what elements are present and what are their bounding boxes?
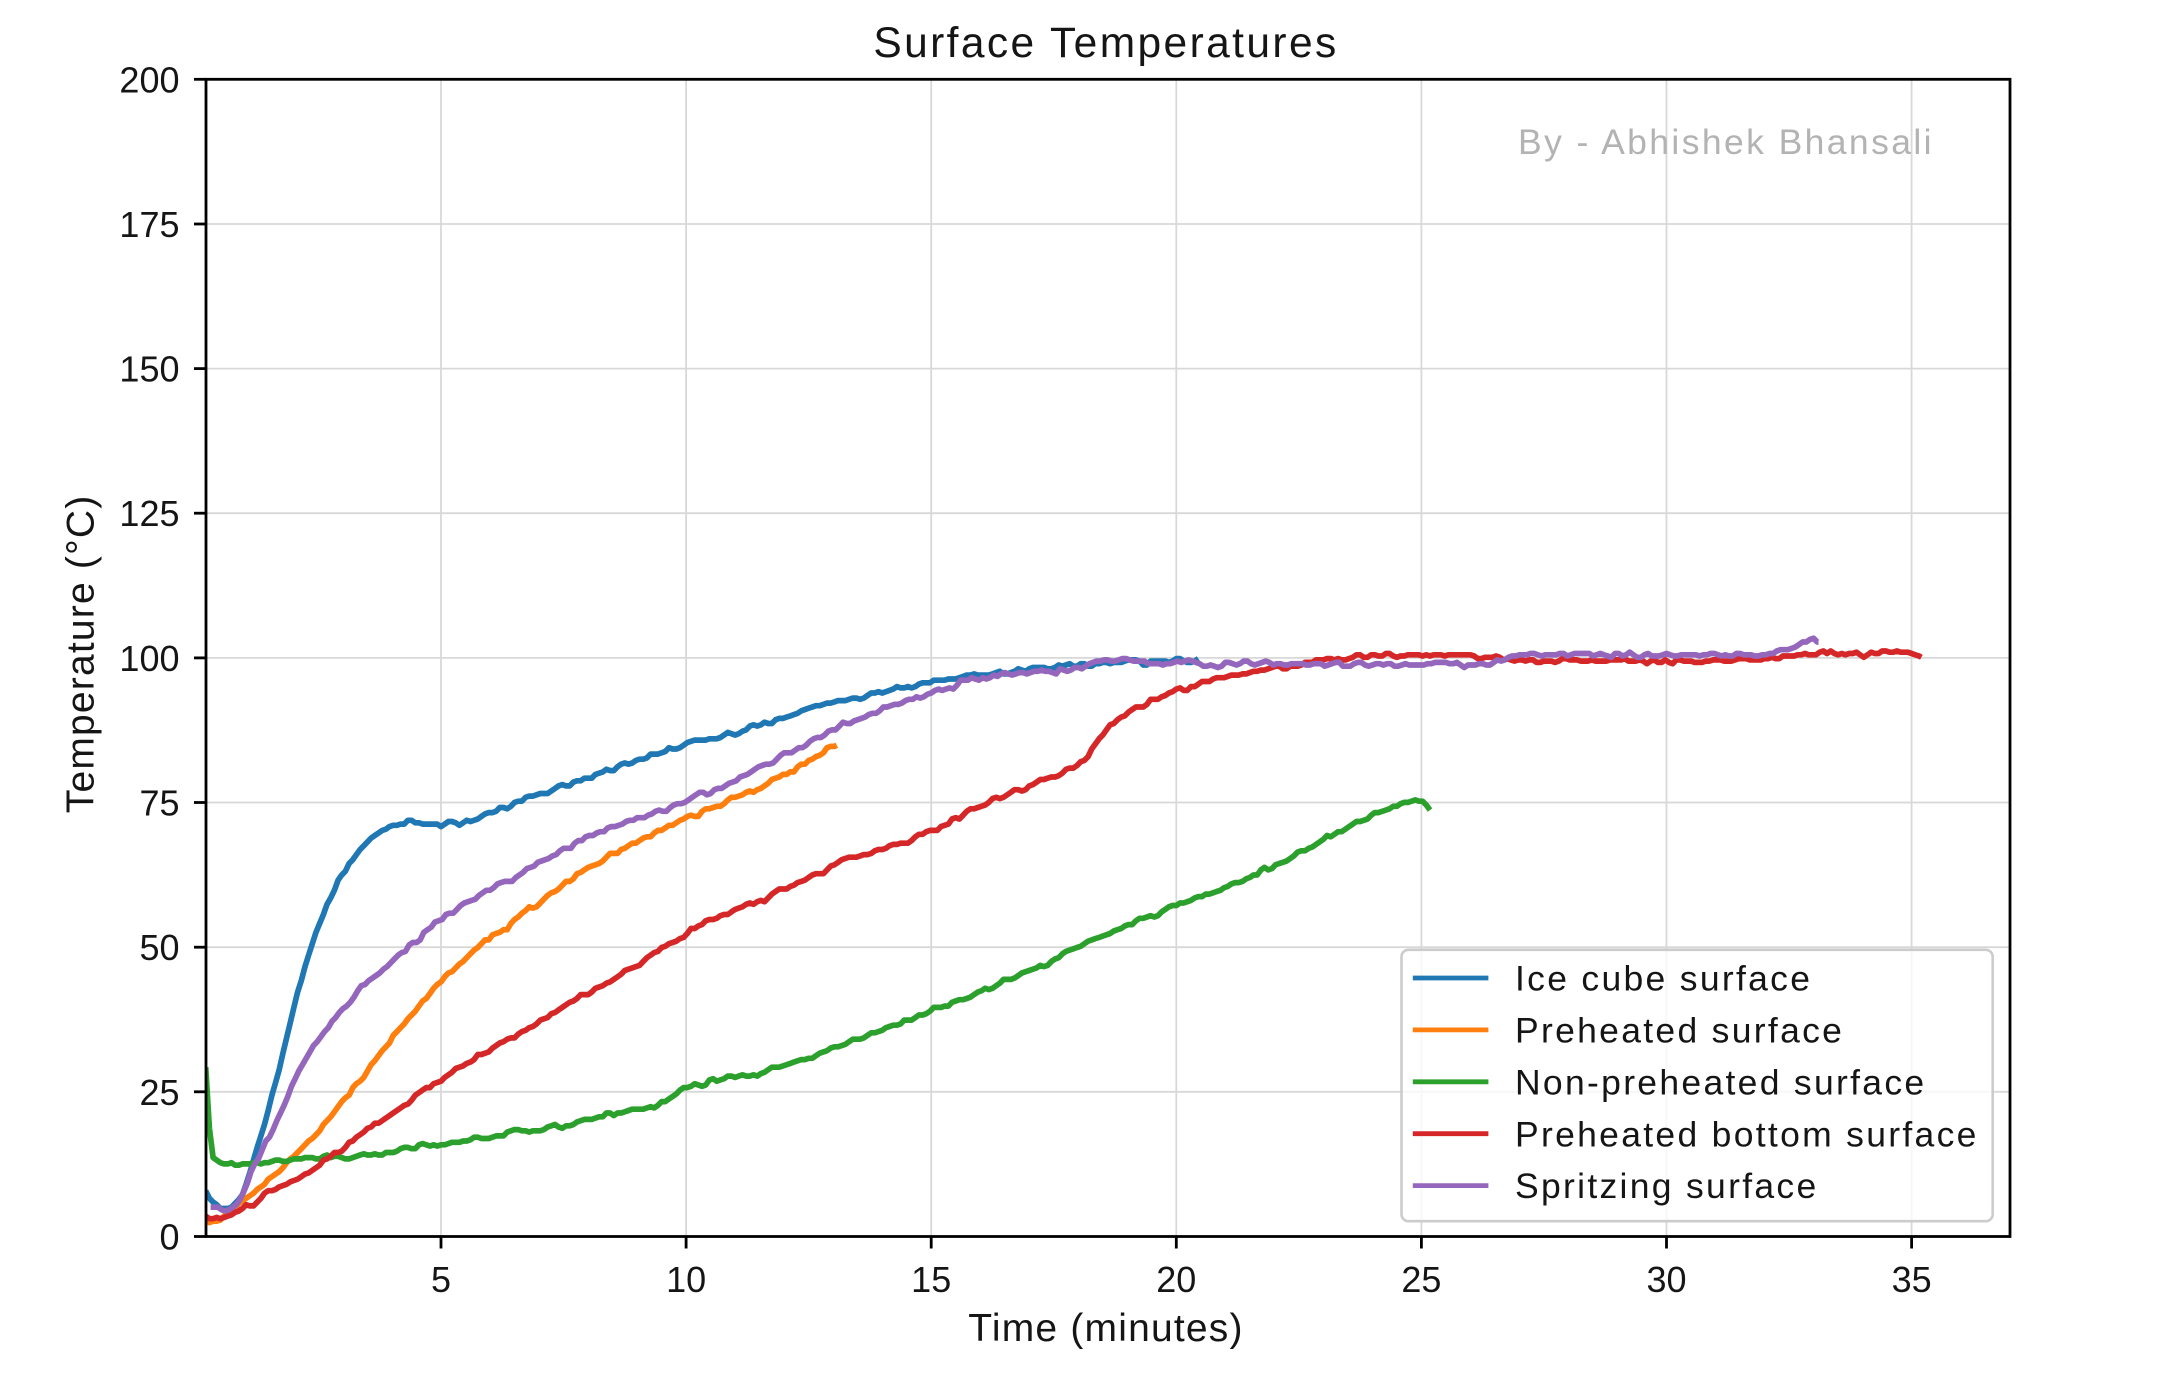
svg-text:200: 200 [119,59,179,100]
svg-text:100: 100 [119,638,179,679]
svg-text:35: 35 [1892,1259,1932,1300]
svg-text:5: 5 [431,1259,451,1300]
svg-text:Preheated bottom surface: Preheated bottom surface [1515,1114,1979,1154]
svg-text:175: 175 [119,204,179,245]
svg-text:150: 150 [119,349,179,390]
svg-text:Ice cube surface: Ice cube surface [1515,959,1812,999]
svg-text:Preheated surface: Preheated surface [1515,1011,1844,1051]
svg-text:Spritzing surface: Spritzing surface [1515,1166,1819,1206]
svg-text:50: 50 [139,927,179,968]
svg-text:25: 25 [139,1072,179,1113]
svg-text:Non-preheated surface: Non-preheated surface [1515,1062,1926,1102]
svg-text:125: 125 [119,493,179,534]
svg-text:Surface Temperatures: Surface Temperatures [873,20,1338,67]
svg-text:10: 10 [666,1259,706,1300]
svg-text:Time (minutes): Time (minutes) [968,1307,1243,1350]
svg-text:15: 15 [911,1259,951,1300]
svg-text:Temperature (°C): Temperature (°C) [60,495,103,814]
svg-text:0: 0 [159,1217,179,1258]
svg-text:75: 75 [139,783,179,824]
svg-text:By - Abhishek Bhansali: By - Abhishek Bhansali [1518,122,1934,162]
svg-text:30: 30 [1646,1259,1686,1300]
svg-text:25: 25 [1401,1259,1441,1300]
svg-text:20: 20 [1156,1259,1196,1300]
